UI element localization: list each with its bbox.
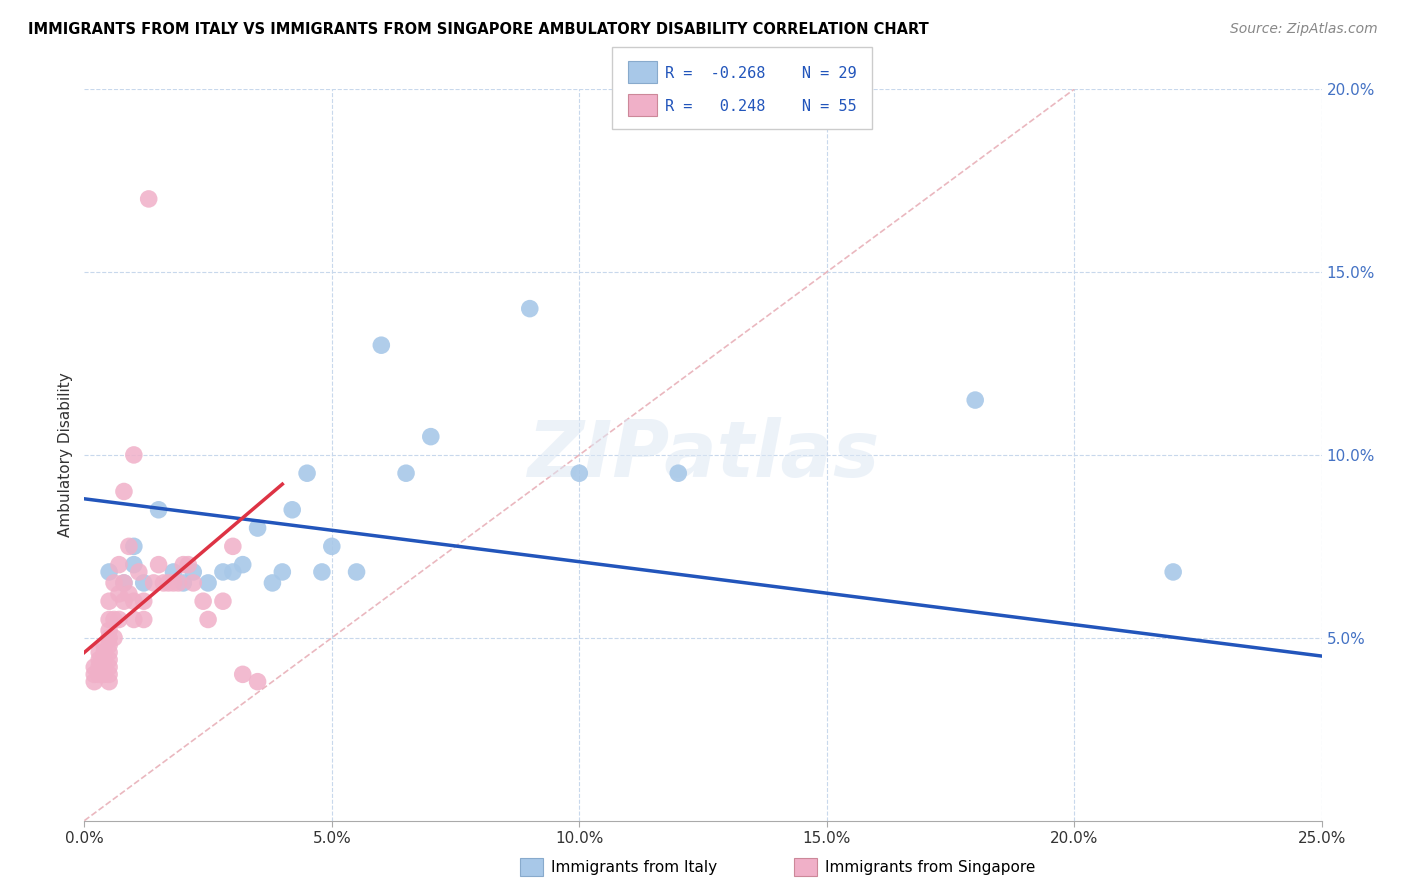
Point xyxy=(98,645,121,659)
Text: Source: ZipAtlas.com: Source: ZipAtlas.com xyxy=(1230,22,1378,37)
Point xyxy=(89,645,111,659)
Point xyxy=(162,565,184,579)
Point xyxy=(212,594,235,608)
Point xyxy=(98,638,121,652)
Point xyxy=(965,392,987,407)
Point xyxy=(222,565,245,579)
Point xyxy=(118,587,141,601)
Point xyxy=(98,613,121,627)
Point xyxy=(262,576,284,591)
Point xyxy=(122,613,145,627)
Point xyxy=(93,667,115,681)
Text: IMMIGRANTS FROM ITALY VS IMMIGRANTS FROM SINGAPORE AMBULATORY DISABILITY CORRELA: IMMIGRANTS FROM ITALY VS IMMIGRANTS FROM… xyxy=(28,22,929,37)
Point xyxy=(370,338,392,352)
Point xyxy=(98,594,121,608)
Text: R =  -0.268    N = 29: R = -0.268 N = 29 xyxy=(665,66,856,81)
Point xyxy=(83,667,105,681)
Point xyxy=(103,576,125,591)
Point xyxy=(122,558,145,572)
Point xyxy=(103,631,125,645)
Point xyxy=(98,667,121,681)
Point xyxy=(321,539,343,553)
Point xyxy=(181,576,204,591)
Point xyxy=(197,576,219,591)
Point xyxy=(246,521,269,535)
Point xyxy=(222,539,245,553)
Point xyxy=(172,558,194,572)
Point xyxy=(98,660,121,674)
Point xyxy=(138,192,160,206)
Point xyxy=(98,674,121,689)
Point xyxy=(148,558,170,572)
Point xyxy=(93,653,115,667)
Point xyxy=(281,502,304,516)
Point xyxy=(295,466,318,480)
Point xyxy=(108,558,131,572)
Point xyxy=(83,674,105,689)
Y-axis label: Ambulatory Disability: Ambulatory Disability xyxy=(58,373,73,537)
Point xyxy=(112,576,135,591)
Point xyxy=(232,558,254,572)
Point xyxy=(89,653,111,667)
Point xyxy=(132,576,155,591)
Point xyxy=(346,565,368,579)
Point xyxy=(191,594,214,608)
Point xyxy=(142,576,165,591)
Point xyxy=(112,484,135,499)
Text: Immigrants from Italy: Immigrants from Italy xyxy=(551,860,717,874)
Point xyxy=(212,565,235,579)
Point xyxy=(172,576,194,591)
Point xyxy=(1161,565,1184,579)
Point xyxy=(122,594,145,608)
Point xyxy=(311,565,333,579)
Text: Immigrants from Singapore: Immigrants from Singapore xyxy=(825,860,1036,874)
Point xyxy=(118,539,141,553)
Point xyxy=(108,587,131,601)
Point xyxy=(197,613,219,627)
Point xyxy=(108,613,131,627)
Point xyxy=(89,667,111,681)
Point xyxy=(232,667,254,681)
Point xyxy=(128,565,150,579)
Point xyxy=(93,638,115,652)
Point xyxy=(395,466,418,480)
Point xyxy=(419,430,441,444)
Point xyxy=(132,594,155,608)
Point xyxy=(246,674,269,689)
Point xyxy=(112,594,135,608)
Point xyxy=(98,624,121,638)
Point xyxy=(177,558,200,572)
Point xyxy=(157,576,180,591)
Point xyxy=(132,613,155,627)
Point xyxy=(122,448,145,462)
Text: ZIPatlas: ZIPatlas xyxy=(527,417,879,493)
Point xyxy=(271,565,294,579)
Point xyxy=(122,539,145,553)
Point xyxy=(98,653,121,667)
Point xyxy=(112,576,135,591)
Point xyxy=(93,660,115,674)
Text: R =   0.248    N = 55: R = 0.248 N = 55 xyxy=(665,99,856,114)
Point xyxy=(666,466,689,480)
Point xyxy=(181,565,204,579)
Point xyxy=(568,466,591,480)
Point xyxy=(98,565,121,579)
Point xyxy=(98,631,121,645)
Point xyxy=(167,576,190,591)
Point xyxy=(148,502,170,516)
Point xyxy=(162,576,184,591)
Point xyxy=(93,645,115,659)
Point xyxy=(152,576,174,591)
Point xyxy=(89,660,111,674)
Point xyxy=(83,660,105,674)
Point xyxy=(103,613,125,627)
Point xyxy=(519,301,541,316)
